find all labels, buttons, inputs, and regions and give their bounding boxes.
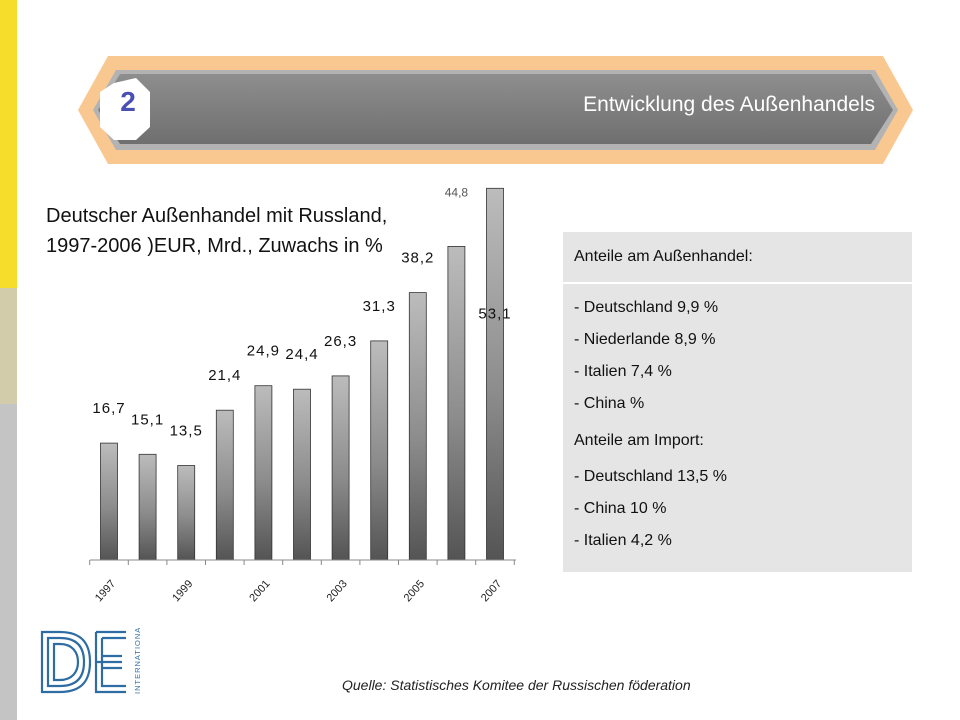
bar-2005: [408, 292, 427, 561]
list-item: - Deutschland 9,9 %: [574, 299, 719, 316]
bar-2006: [447, 245, 466, 561]
trade-share-heading: Anteile am Außenhandel:: [574, 248, 753, 265]
data-label-2003: 26,3: [324, 333, 357, 350]
import-share-heading: Anteile am Import:: [574, 432, 704, 449]
company-logo: INTERNATIONAL: [40, 628, 142, 694]
bar-2004: [370, 340, 389, 561]
bar-2007: [486, 187, 504, 561]
data-label-2006: 44,8: [445, 185, 469, 199]
data-label-2001: 24,9: [247, 343, 280, 360]
data-label-2007: 53,1: [478, 305, 511, 322]
list-item: - Italien 7,4 %: [574, 363, 672, 380]
accent-stripe-grey: [0, 404, 17, 720]
list-item: - Italien 4,2 %: [574, 532, 672, 549]
trade-bar-chart: 1997 1999 2001 2003 2005 2007 16,7 15,1 13,5 21,…: [89, 185, 516, 604]
x-tick-label: 2003: [325, 578, 350, 604]
chart-title: Deutscher Außenhandel mit Russland, 1997…: [46, 201, 516, 261]
list-item: - China 10 %: [574, 500, 667, 517]
bar-1998: [138, 453, 157, 561]
header-banner: [78, 56, 913, 164]
data-label-2004: 31,3: [363, 298, 396, 315]
bar-2001: [254, 385, 273, 561]
data-label-1998: 15,1: [131, 411, 164, 428]
data-label-2005: 38,2: [401, 250, 434, 267]
logo-vertical-text: INTERNATIONAL: [133, 628, 142, 694]
list-item: - China %: [574, 395, 645, 412]
data-label-1999: 13,5: [170, 423, 203, 440]
import-share-list: - Deutschland 13,5 % - China 10 % - Ital…: [574, 467, 727, 563]
list-item: - Deutschland 13,5 %: [574, 468, 727, 485]
x-tick-label: 2005: [402, 578, 427, 604]
source-note: Quelle: Statistisches Komitee der Russis…: [342, 677, 691, 693]
data-label-1997: 16,7: [92, 400, 125, 417]
data-label-2002: 24,4: [285, 346, 318, 363]
section-badge: [100, 78, 150, 140]
bar-2002: [293, 388, 311, 561]
bar-1997: [100, 442, 118, 561]
trade-share-panel: Anteile am Außenhandel: - Deutschland 9,…: [563, 232, 912, 572]
page-title: Entwicklung des Außenhandels: [583, 93, 875, 116]
accent-stripe-yellow: [0, 0, 17, 288]
chart-title-line-2: 1997-2006 )EUR, Mrd., Zuwachs in %: [46, 235, 383, 257]
bar-1999: [177, 465, 196, 561]
section-number: 2: [120, 86, 136, 117]
bar-2003: [331, 375, 350, 561]
x-tick-label: 1997: [93, 578, 118, 604]
panel-divider: [563, 282, 912, 284]
x-tick-label: 2001: [247, 578, 272, 604]
chart-title-line-1: Deutscher Außenhandel mit Russland,: [46, 205, 388, 227]
x-tick-label: 1999: [170, 578, 195, 604]
accent-stripe-beige: [0, 288, 17, 404]
x-tick-label: 2007: [479, 578, 504, 604]
bar-2000: [215, 409, 234, 561]
data-label-2000: 21,4: [208, 367, 241, 384]
trade-share-list: - Deutschland 9,9 % - Niederlande 8,9 % …: [574, 298, 718, 426]
list-item: - Niederlande 8,9 %: [574, 331, 716, 348]
